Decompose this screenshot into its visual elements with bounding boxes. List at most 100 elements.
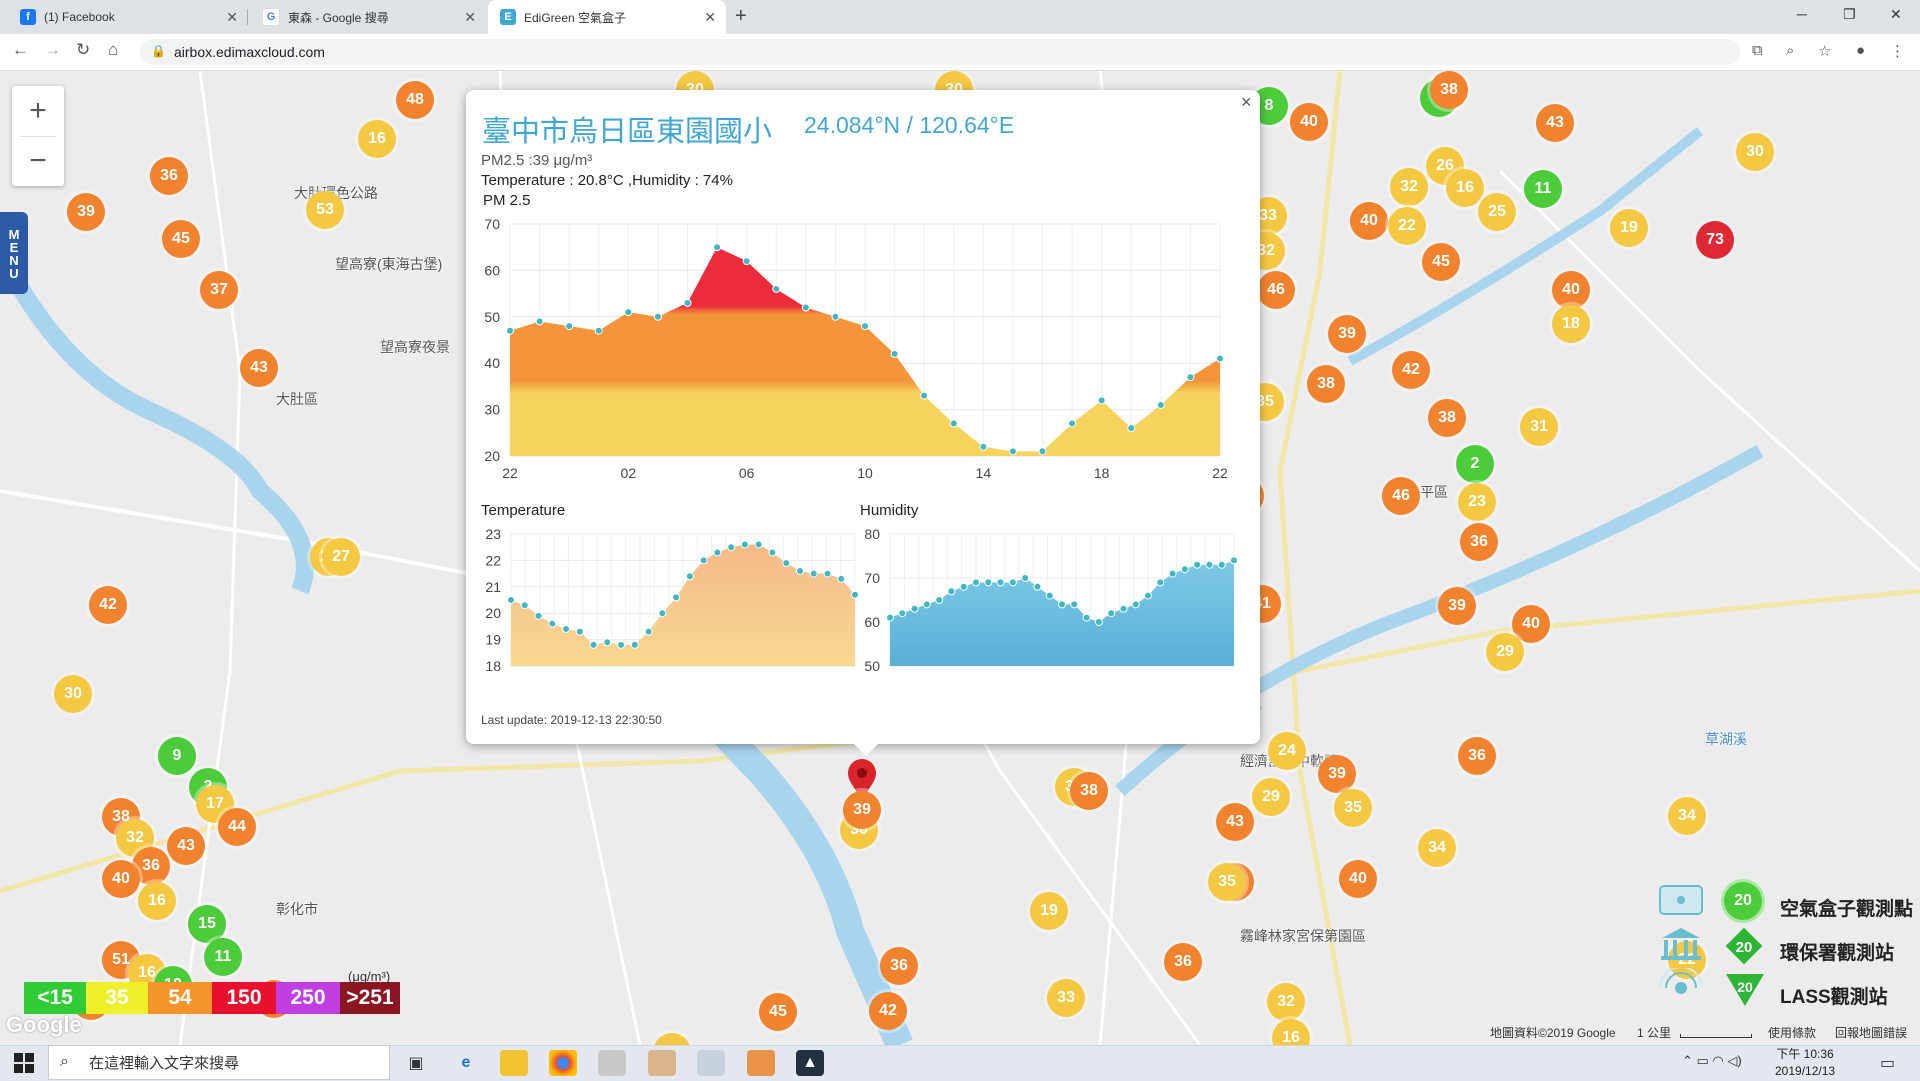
notification-icon[interactable]: ▭ bbox=[1880, 1055, 1896, 1072]
station-marker[interactable]: 16 bbox=[138, 882, 176, 920]
close-tab-icon[interactable]: ✕ bbox=[464, 9, 476, 25]
station-marker[interactable]: 30 bbox=[54, 675, 92, 713]
station-marker[interactable]: 18 bbox=[1552, 305, 1590, 343]
app-icon-1[interactable] bbox=[598, 1050, 626, 1076]
zoom-out-button[interactable]: − bbox=[29, 144, 47, 177]
station-marker[interactable]: 45 bbox=[162, 220, 200, 258]
task-view-icon[interactable]: ▣ bbox=[408, 1055, 424, 1072]
station-marker[interactable]: 48 bbox=[396, 81, 434, 119]
station-marker[interactable]: 36 bbox=[1458, 737, 1496, 775]
maximize-button[interactable]: ❐ bbox=[1843, 6, 1856, 22]
station-marker[interactable]: 35 bbox=[1208, 863, 1246, 901]
station-marker[interactable]: 11 bbox=[204, 938, 242, 976]
app-icon-2[interactable] bbox=[648, 1050, 676, 1076]
station-marker[interactable]: 39 bbox=[1438, 587, 1476, 625]
bookmark-star-icon[interactable]: ☆ bbox=[1818, 43, 1832, 60]
station-marker[interactable]: 19 bbox=[1030, 892, 1068, 930]
zoom-in-button[interactable]: + bbox=[29, 94, 47, 127]
station-marker[interactable]: 43 bbox=[240, 349, 278, 387]
station-marker[interactable]: 45 bbox=[759, 993, 797, 1031]
station-marker[interactable]: 39 bbox=[67, 193, 105, 231]
station-marker[interactable]: 40 bbox=[1350, 202, 1388, 240]
station-marker[interactable]: 34 bbox=[1668, 797, 1706, 835]
station-marker[interactable]: 23 bbox=[1458, 483, 1496, 521]
station-marker[interactable]: 31 bbox=[1520, 408, 1558, 446]
new-tab-button[interactable]: + bbox=[735, 5, 747, 27]
station-marker[interactable]: 40 bbox=[1512, 605, 1550, 643]
clock[interactable]: 下午 10:36 2019/12/13 bbox=[1775, 1046, 1835, 1080]
selected-station-marker[interactable]: 39 bbox=[843, 791, 881, 829]
report-error-link[interactable]: 回報地圖錯誤 bbox=[1835, 1026, 1908, 1040]
station-marker[interactable]: 42 bbox=[1392, 351, 1430, 389]
station-marker[interactable]: 46 bbox=[1257, 271, 1295, 309]
station-marker[interactable]: 2 bbox=[1456, 445, 1494, 483]
station-marker[interactable]: 44 bbox=[218, 808, 256, 846]
address-bar[interactable] bbox=[140, 39, 1740, 65]
station-marker[interactable]: 40 bbox=[102, 860, 140, 898]
station-marker[interactable]: 39 bbox=[1318, 755, 1356, 793]
edge-icon[interactable]: e bbox=[461, 1054, 471, 1071]
station-marker[interactable]: 29 bbox=[1252, 778, 1290, 816]
map-canvas[interactable]: 大肚區 彰化市 望高寮夜景 望高寮(東海古堡) 大肚環色公路 霧峰林家宮保第園區… bbox=[0, 71, 1920, 1045]
terms-link[interactable]: 使用條款 bbox=[1768, 1026, 1817, 1040]
station-marker[interactable]: 42 bbox=[89, 586, 127, 624]
popup-close-button[interactable]: × bbox=[1241, 92, 1252, 112]
station-marker[interactable]: 36 bbox=[150, 157, 188, 195]
station-marker[interactable]: 40 bbox=[1552, 271, 1590, 309]
station-marker[interactable]: 36 bbox=[880, 947, 918, 985]
close-tab-icon[interactable]: ✕ bbox=[226, 9, 238, 25]
google-logo[interactable]: Google bbox=[6, 1012, 82, 1037]
station-marker[interactable]: 37 bbox=[200, 271, 238, 309]
station-marker[interactable]: 43 bbox=[1536, 104, 1574, 142]
station-marker[interactable]: 24 bbox=[1268, 732, 1306, 770]
station-marker[interactable]: 32 bbox=[1390, 168, 1428, 206]
station-marker[interactable]: 38 bbox=[1430, 71, 1468, 109]
station-marker[interactable]: 27 bbox=[322, 538, 360, 576]
close-tab-icon[interactable]: ✕ bbox=[704, 9, 716, 25]
system-tray-icons[interactable]: ⌃ ▭ ◠ ◁) bbox=[1682, 1053, 1742, 1068]
windows-start-icon[interactable] bbox=[14, 1053, 34, 1073]
minimize-button[interactable]: ─ bbox=[1797, 6, 1807, 22]
tab-edigreen[interactable]: E EdiGreen 空氣盒子 ✕ bbox=[488, 0, 726, 34]
station-marker[interactable]: 36 bbox=[1460, 523, 1498, 561]
station-marker[interactable]: 53 bbox=[306, 191, 344, 229]
station-marker[interactable]: 35 bbox=[1334, 789, 1372, 827]
station-marker[interactable]: 11 bbox=[1524, 170, 1562, 208]
station-marker[interactable]: 32 bbox=[1267, 983, 1305, 1021]
station-marker[interactable]: 30 bbox=[1736, 133, 1774, 171]
photos-icon[interactable]: ▲ bbox=[796, 1050, 824, 1076]
station-marker[interactable]: 73 bbox=[1696, 221, 1734, 259]
zoom-icon[interactable]: ⌕ bbox=[1786, 42, 1795, 59]
station-marker[interactable]: 40 bbox=[1290, 103, 1328, 141]
app-icon-3[interactable] bbox=[697, 1050, 725, 1076]
tab-facebook[interactable]: f (1) Facebook ✕ bbox=[8, 0, 248, 34]
menu-button[interactable]: MENU bbox=[0, 212, 28, 294]
station-marker[interactable]: 19 bbox=[1610, 209, 1648, 247]
translate-icon[interactable]: ⧉ bbox=[1752, 42, 1763, 59]
station-marker[interactable]: 23 bbox=[653, 1033, 691, 1045]
station-marker[interactable]: 40 bbox=[1339, 860, 1377, 898]
forward-icon[interactable]: → bbox=[44, 40, 61, 59]
station-marker[interactable]: 45 bbox=[1422, 243, 1460, 281]
tab-google[interactable]: G 東森 - Google 搜尋 ✕ bbox=[250, 0, 486, 34]
station-marker[interactable]: 9 bbox=[158, 737, 196, 775]
url-text[interactable]: airbox.edimaxcloud.com bbox=[174, 44, 325, 60]
profile-icon[interactable]: ● bbox=[1856, 42, 1866, 59]
close-window-button[interactable]: ✕ bbox=[1890, 6, 1902, 22]
station-marker[interactable]: 22 bbox=[1388, 207, 1426, 245]
station-marker[interactable]: 42 bbox=[869, 992, 907, 1030]
station-marker[interactable]: 38 bbox=[1070, 772, 1108, 810]
home-icon[interactable]: ⌂ bbox=[108, 40, 119, 59]
back-icon[interactable]: ← bbox=[12, 40, 29, 59]
file-explorer-icon[interactable] bbox=[500, 1050, 528, 1076]
location-pin-icon[interactable] bbox=[846, 758, 878, 804]
station-marker[interactable]: 26 bbox=[1426, 147, 1464, 185]
station-marker[interactable]: 38 bbox=[1307, 365, 1345, 403]
station-marker[interactable]: 15 bbox=[188, 905, 226, 943]
lock-icon[interactable]: 🔒 bbox=[151, 44, 166, 58]
station-marker[interactable]: 39 bbox=[1328, 315, 1366, 353]
station-marker[interactable]: 29 bbox=[1486, 633, 1524, 671]
taskbar-search[interactable]: 在這裡輸入文字來搜尋 bbox=[48, 1045, 390, 1080]
station-marker[interactable]: 16 bbox=[1272, 1019, 1310, 1045]
station-marker[interactable]: 34 bbox=[1418, 829, 1456, 867]
